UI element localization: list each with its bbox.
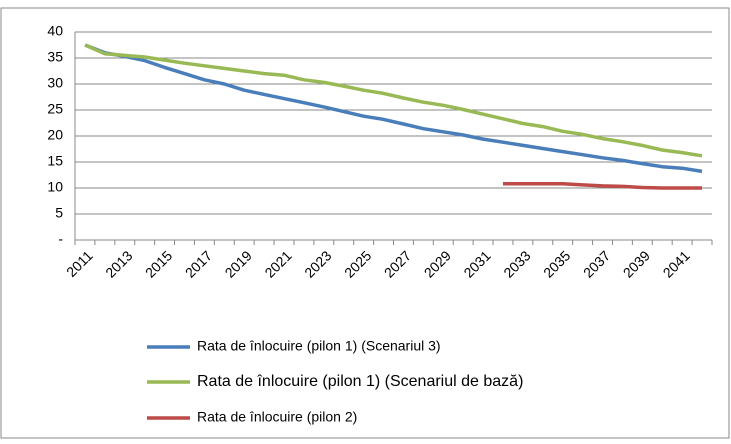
legend-label: Rata de înlocuire (pilon 1) (Scenariul 3… [197, 338, 441, 354]
legend-label: Rata de înlocuire (pilon 2) [197, 409, 357, 425]
y-tick-label: 5 [55, 205, 63, 221]
y-tick-label: 35 [47, 49, 63, 65]
y-tick-label: 30 [47, 75, 63, 91]
y-tick-label: 15 [47, 153, 63, 169]
y-tick-label: 10 [47, 179, 63, 195]
y-tick-label: - [58, 231, 63, 247]
y-tick-label: 25 [47, 101, 63, 117]
series-line [84, 43, 703, 158]
series-line [84, 43, 703, 174]
y-tick-label: 20 [47, 127, 63, 143]
y-tick-label: 40 [47, 23, 63, 39]
legend-label: Rata de înlocuire (pilon 1) (Scenariul d… [197, 373, 523, 390]
chart-border [0, 7, 730, 439]
series-line [503, 182, 702, 190]
